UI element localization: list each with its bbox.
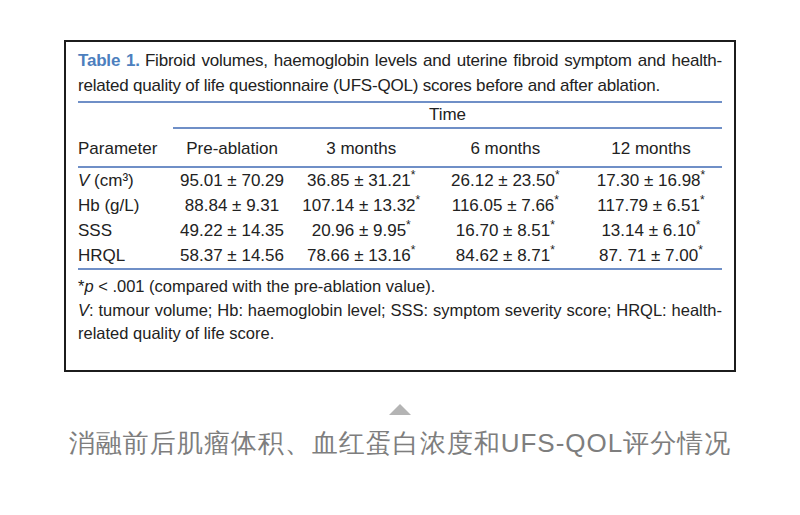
cell-value: 17.30 ± 16.98* [580,171,722,191]
time-spanner-spacer [78,103,173,129]
cell-value: 58.37 ± 14.56 [172,246,291,266]
cell-value: 107.14 ± 13.32* [292,196,431,216]
cell-value: 20.96 ± 9.95* [292,221,431,241]
caption-pointer-up-triangle-icon [389,404,411,415]
table-title-text: Fibroid volumes, haemoglobin levels and … [78,51,722,95]
table-number-label: Table 1. [78,51,140,70]
row-label: V (cm³) [78,171,172,191]
body-divider [78,268,722,270]
row-label: SSS [78,221,172,241]
journal-table: Table 1.Fibroid volumes, haemoglobin lev… [64,40,736,372]
table-row: Hb (g/L) 88.84 ± 9.31 107.14 ± 13.32* 11… [78,193,722,218]
table-footnotes: *p < .001 (compared with the pre-ablatio… [78,275,722,346]
table-row: V (cm³) 95.01 ± 70.29 36.85 ± 31.21* 26.… [78,168,722,193]
footnote-significance: *p < .001 (compared with the pre-ablatio… [78,275,722,299]
cell-value: 116.05 ± 7.66* [431,196,580,216]
column-header-12-months: 12 months [580,139,722,166]
footnote-abbreviations: V: tumour volume; Hb: haemoglobin level;… [78,299,722,346]
column-header-3-months: 3 months [292,139,431,166]
row-label: HRQL [78,246,172,266]
row-label: Hb (g/L) [78,196,172,216]
column-header-pre-ablation: Pre-ablation [172,139,291,166]
cell-value: 95.01 ± 70.29 [172,171,291,191]
cell-value: 84.62 ± 8.71* [431,246,580,266]
cell-value: 16.70 ± 8.51* [431,221,580,241]
cell-value: 49.22 ± 14.35 [172,221,291,241]
cell-value: 26.12 ± 23.50* [431,171,580,191]
translated-caption-text: 消融前后肌瘤体积、血红蛋白浓度和UFS-QOL评分情况 [0,426,800,461]
cell-value: 78.66 ± 13.16* [292,246,431,266]
column-header-parameter: Parameter [78,139,172,166]
time-spanner-row: Time [78,103,722,129]
table-row: HRQL 58.37 ± 14.56 78.66 ± 13.16* 84.62 … [78,243,722,268]
column-header-row: Parameter Pre-ablation 3 months 6 months… [78,129,722,166]
table-title: Table 1.Fibroid volumes, haemoglobin lev… [78,48,722,98]
cell-value: 87. 71 ± 7.00* [580,246,722,266]
column-header-6-months: 6 months [431,139,580,166]
reader-page: Table 1.Fibroid volumes, haemoglobin lev… [0,0,800,515]
table-row: SSS 49.22 ± 14.35 20.96 ± 9.95* 16.70 ± … [78,218,722,243]
cell-value: 117.79 ± 6.51* [580,196,722,216]
cell-value: 88.84 ± 9.31 [172,196,291,216]
time-spanner-header: Time [173,103,722,129]
cell-value: 13.14 ± 6.10* [580,221,722,241]
cell-value: 36.85 ± 31.21* [292,171,431,191]
